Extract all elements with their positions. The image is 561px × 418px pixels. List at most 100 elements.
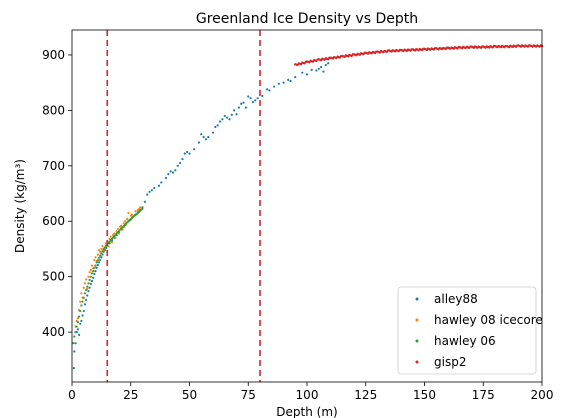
data-point <box>101 245 104 248</box>
data-point <box>137 207 141 211</box>
data-point <box>89 275 92 278</box>
data-point <box>211 131 215 134</box>
data-point <box>200 133 203 136</box>
data-point <box>80 319 83 323</box>
data-point <box>261 94 264 98</box>
data-point <box>120 224 123 227</box>
data-point <box>127 211 130 215</box>
legend-marker <box>415 339 419 343</box>
data-point <box>230 113 233 116</box>
data-point <box>242 101 245 104</box>
data-point <box>82 286 85 289</box>
data-point <box>88 271 91 274</box>
data-point <box>153 186 156 190</box>
data-point <box>117 230 121 233</box>
data-point <box>110 241 114 244</box>
data-point <box>114 236 117 239</box>
legend-label: alley88 <box>434 292 478 306</box>
data-point <box>240 102 243 105</box>
y-axis: 400 500 600 700 800 900 <box>42 48 72 339</box>
data-point <box>123 224 126 227</box>
data-point <box>95 261 98 264</box>
data-point <box>317 67 320 70</box>
y-tick-label: 800 <box>42 103 65 117</box>
data-point <box>73 335 76 338</box>
x-axis-label: Depth (m) <box>276 405 337 418</box>
data-point <box>73 350 76 353</box>
data-point <box>93 266 96 269</box>
data-point <box>301 71 304 74</box>
data-point <box>143 200 146 203</box>
x-tick-label: 50 <box>182 388 197 402</box>
data-point <box>99 258 102 262</box>
data-point <box>94 270 97 273</box>
data-point <box>83 303 87 306</box>
data-point <box>254 99 257 102</box>
legend: alley88 hawley 08 icecore hawley 06 gisp2 <box>397 286 543 375</box>
data-point <box>82 296 85 299</box>
data-point <box>273 85 276 88</box>
data-point <box>74 331 77 334</box>
x-tick-label: 150 <box>413 388 436 402</box>
chart-title: Greenland Ice Density vs Depth <box>196 11 418 27</box>
legend-marker <box>415 360 419 364</box>
x-tick-label: 125 <box>354 388 377 402</box>
data-point <box>179 161 182 165</box>
data-point <box>202 135 205 139</box>
data-point <box>92 270 95 273</box>
data-point <box>282 81 285 84</box>
data-point <box>113 232 116 235</box>
data-point <box>141 207 144 210</box>
data-point <box>97 248 101 252</box>
data-point <box>186 150 189 154</box>
legend-box <box>397 286 537 375</box>
data-point <box>207 135 210 139</box>
data-point <box>74 342 77 345</box>
y-tick-label: 700 <box>42 159 65 173</box>
data-point <box>320 66 323 69</box>
y-tick-label: 500 <box>42 270 65 284</box>
x-tick-label: 175 <box>472 388 495 402</box>
data-point <box>85 278 88 281</box>
data-point <box>116 227 119 231</box>
data-point <box>110 237 114 241</box>
data-point <box>183 152 186 155</box>
x-tick-label: 200 <box>531 388 554 402</box>
x-tick-label: 0 <box>68 388 76 402</box>
data-point <box>256 97 259 100</box>
data-point <box>77 333 81 336</box>
data-point <box>89 282 92 285</box>
data-point <box>171 171 175 174</box>
x-tick-label: 100 <box>296 388 319 402</box>
data-point <box>193 148 196 151</box>
data-point <box>88 278 91 282</box>
data-point <box>221 118 224 121</box>
data-point <box>160 181 163 184</box>
data-point <box>79 300 82 303</box>
data-point <box>181 158 184 161</box>
data-point <box>188 152 191 155</box>
data-point <box>150 189 153 192</box>
data-point <box>100 247 103 251</box>
series-hawley-06 <box>72 207 144 345</box>
data-point <box>75 325 78 328</box>
data-point <box>90 272 94 275</box>
data-point <box>226 116 229 119</box>
data-point <box>76 317 79 320</box>
series-alley88 <box>72 62 330 370</box>
legend-marker <box>415 297 419 301</box>
data-point <box>94 264 97 267</box>
data-point <box>81 300 84 303</box>
y-axis-label: Density (kg/m³) <box>13 159 27 253</box>
plot-area <box>72 30 544 382</box>
data-point <box>99 250 102 253</box>
data-point <box>108 240 111 243</box>
data-point <box>88 286 91 289</box>
data-point <box>244 106 247 109</box>
y-tick-label: 400 <box>42 325 65 339</box>
data-point <box>95 266 98 269</box>
data-point <box>305 73 309 76</box>
data-point <box>87 282 90 285</box>
data-point <box>100 256 103 259</box>
